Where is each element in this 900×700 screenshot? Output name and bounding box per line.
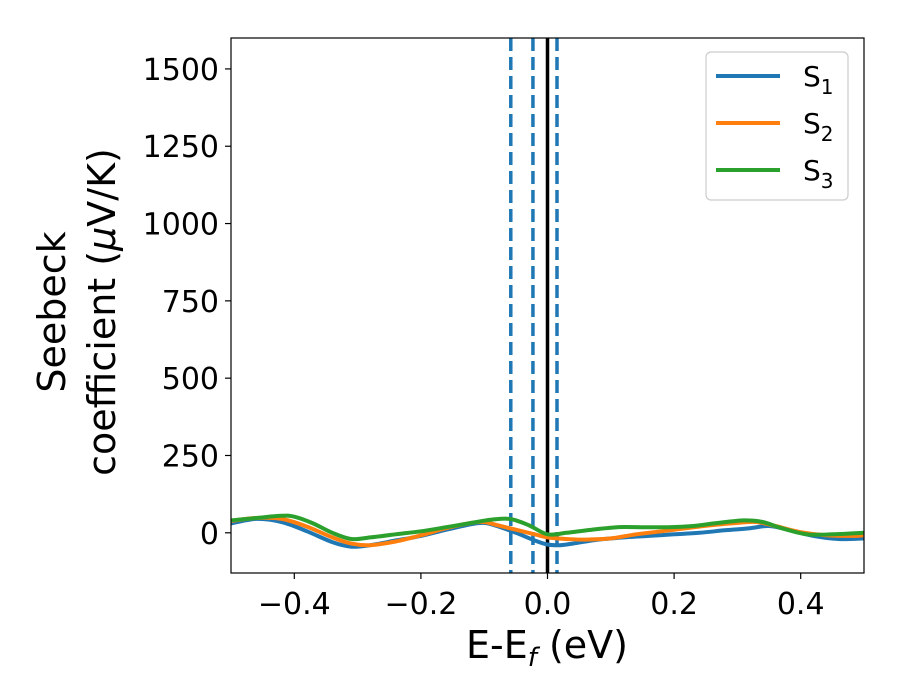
- x-axis-ticks: −0.4 −0.2 0.0 0.2 0.4: [258, 573, 825, 622]
- reference-lines: [509, 38, 559, 573]
- series-line-s3: [231, 513, 864, 542]
- y-tick-label: 1000: [143, 208, 219, 243]
- svg-text:coefficient (μV/K): coefficient (μV/K): [80, 148, 124, 476]
- series-line-s1: [231, 516, 864, 549]
- y-axis-label: Seebeck coefficient (μV/K): [30, 148, 124, 476]
- x-tick-label: 0.2: [650, 587, 698, 622]
- legend-label-s3: S3: [803, 154, 834, 193]
- svg-text:Seebeck: Seebeck: [30, 231, 74, 392]
- x-tick-label: 0.0: [524, 587, 572, 622]
- y-tick-label: 250: [162, 439, 219, 474]
- x-tick-label: −0.2: [384, 587, 457, 622]
- y-axis-ticks: 0 250 500 750 1000 1250 1500: [143, 53, 231, 552]
- legend-box: [705, 51, 849, 201]
- legend-label-s2: S2: [803, 107, 834, 146]
- x-tick-label: 0.4: [777, 587, 825, 622]
- data-series: [231, 513, 864, 549]
- legend-label-s1: S1: [803, 60, 834, 99]
- y-tick-label: 1500: [143, 53, 219, 88]
- legend: S1 S2 S3: [705, 51, 849, 201]
- y-tick-label: 0: [200, 517, 219, 552]
- x-tick-label: −0.4: [258, 587, 331, 622]
- x-axis-label: E-Ef (eV): [466, 623, 628, 673]
- y-tick-label: 1250: [143, 130, 219, 165]
- y-tick-label: 500: [162, 362, 219, 397]
- y-tick-label: 750: [162, 285, 219, 320]
